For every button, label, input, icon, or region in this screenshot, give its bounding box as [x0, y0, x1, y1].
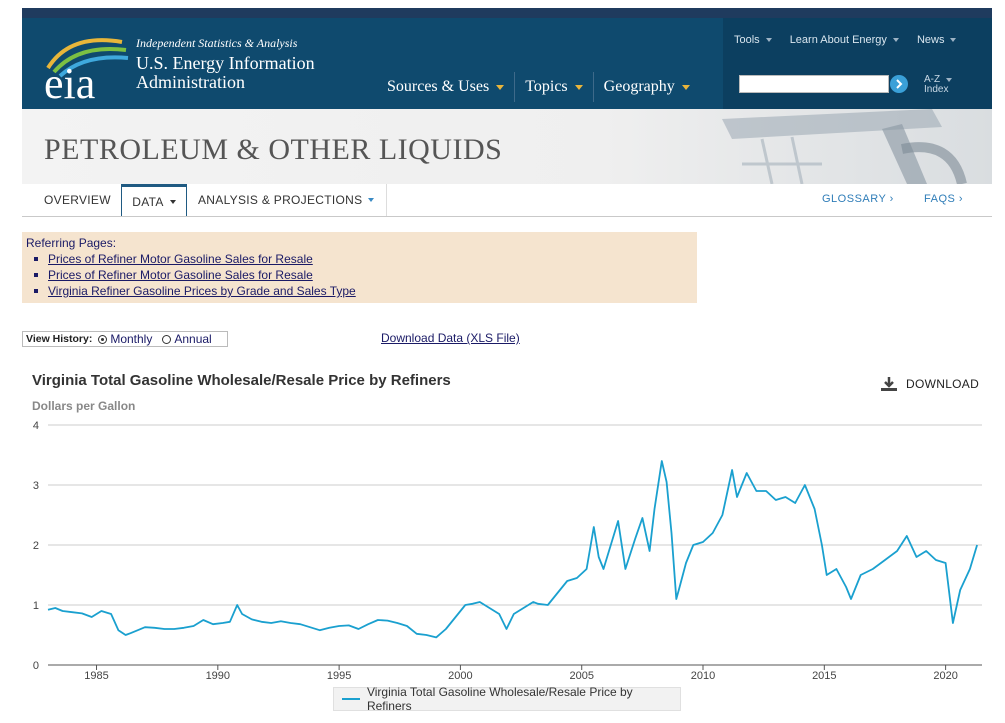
az-index-link[interactable]: A-Z Index — [924, 74, 953, 95]
chart-download-button[interactable]: DOWNLOAD — [880, 376, 979, 392]
util-learn-label: Learn About Energy — [789, 34, 887, 46]
az-label: A-Z — [924, 74, 941, 85]
site-header: eia Independent Statistics & Analysis U.… — [22, 18, 992, 109]
index-label: Index — [924, 84, 949, 95]
radio-annual-label: Annual — [174, 332, 212, 346]
tab-overview[interactable]: OVERVIEW — [32, 184, 123, 216]
x-tick-label: 1990 — [206, 670, 230, 682]
radio-annual[interactable]: Annual — [162, 332, 212, 346]
list-item: Virginia Refiner Gasoline Prices by Grad… — [34, 283, 356, 299]
x-tick-label: 2010 — [691, 670, 715, 682]
nav-sources-uses-label: Sources & Uses — [387, 78, 490, 95]
top-accent-bar — [22, 8, 992, 18]
x-tick-label: 2015 — [812, 670, 836, 682]
faqs-link[interactable]: FAQS › — [924, 193, 964, 205]
chevron-down-icon — [169, 199, 176, 204]
y-tick-label: 2 — [33, 540, 39, 552]
util-news[interactable]: News — [917, 34, 957, 46]
y-tick-label: 1 — [33, 600, 39, 612]
eia-logo[interactable]: eia — [40, 28, 150, 103]
util-tools-label: Tools — [734, 34, 760, 46]
referring-link[interactable]: Prices of Refiner Motor Gasoline Sales f… — [48, 268, 313, 282]
x-tick-label: 2020 — [933, 670, 957, 682]
download-icon — [881, 377, 897, 391]
logo-text: eia — [44, 59, 95, 103]
radio-unselected-icon — [162, 334, 172, 344]
list-item: Prices of Refiner Motor Gasoline Sales f… — [34, 251, 356, 267]
tab-overview-label: OVERVIEW — [44, 193, 111, 207]
y-tick-label: 3 — [33, 480, 39, 492]
chevron-down-icon — [574, 84, 583, 90]
referring-link[interactable]: Prices of Refiner Motor Gasoline Sales f… — [48, 252, 313, 266]
radio-monthly-label: Monthly — [110, 332, 153, 346]
tab-data[interactable]: DATA — [121, 184, 187, 216]
org-name[interactable]: U.S. Energy Information Administration — [136, 53, 315, 92]
x-tick-label: 1985 — [84, 670, 108, 682]
x-tick-label: 1995 — [327, 670, 351, 682]
chart-legend[interactable]: Virginia Total Gasoline Wholesale/Resale… — [333, 685, 681, 713]
bullet-icon — [34, 273, 38, 277]
radio-selected-icon — [98, 334, 108, 344]
chevron-down-icon — [496, 84, 505, 90]
referring-link[interactable]: Virginia Refiner Gasoline Prices by Grad… — [48, 284, 356, 298]
chart-subtitle: Dollars per Gallon — [32, 399, 136, 413]
search-go-button[interactable] — [890, 75, 908, 93]
chevron-down-icon — [892, 38, 899, 42]
nav-topics[interactable]: Topics — [515, 72, 594, 102]
search-input[interactable] — [739, 75, 889, 93]
download-xls-link[interactable]: Download Data (XLS File) — [381, 331, 520, 345]
chart-title: Virginia Total Gasoline Wholesale/Resale… — [32, 372, 451, 389]
section-subnav: OVERVIEW DATA ANALYSIS & PROJECTIONS GLO… — [22, 184, 992, 217]
list-item: Prices of Refiner Motor Gasoline Sales f… — [34, 267, 356, 283]
referring-pages-title: Referring Pages: — [26, 236, 117, 250]
utility-nav: Tools Learn About Energy News — [734, 34, 974, 46]
series-line — [47, 460, 978, 639]
referring-pages-list: Prices of Refiner Motor Gasoline Sales f… — [34, 251, 356, 299]
page-title: PETROLEUM & OTHER LIQUIDS — [44, 133, 503, 166]
referring-pages-box: Referring Pages: Prices of Refiner Motor… — [22, 232, 697, 303]
chevron-down-icon — [368, 198, 375, 202]
tab-analysis-projections[interactable]: ANALYSIS & PROJECTIONS — [186, 184, 388, 216]
nav-topics-label: Topics — [525, 78, 568, 95]
legend-swatch — [342, 698, 360, 700]
y-tick-label: 0 — [33, 660, 39, 672]
line-chart: 0 1 2 3 4 1985 1990 1995 2000 2005 2010 2015 2020 — [33, 420, 982, 682]
chart-download-label: DOWNLOAD — [906, 377, 980, 391]
chevron-down-icon — [681, 84, 690, 90]
radio-monthly[interactable]: Monthly — [98, 332, 152, 346]
bullet-icon — [34, 257, 38, 261]
util-tools[interactable]: Tools — [734, 34, 772, 46]
tab-analysis-label: ANALYSIS & PROJECTIONS — [198, 193, 363, 207]
section-banner: PETROLEUM & OTHER LIQUIDS — [22, 109, 992, 184]
oil-pump-illustration — [722, 109, 967, 184]
x-tick-label: 2005 — [569, 670, 593, 682]
view-history-label: View History: — [26, 333, 93, 345]
arrow-right-icon — [896, 79, 903, 89]
chevron-down-icon — [950, 38, 957, 42]
nav-sources-uses[interactable]: Sources & Uses — [377, 72, 516, 102]
view-history-toggle: View History: Monthly Annual — [22, 331, 228, 347]
nav-geography[interactable]: Geography — [594, 72, 700, 102]
bullet-icon — [34, 289, 38, 293]
tagline: Independent Statistics & Analysis — [136, 36, 298, 50]
chevron-down-icon — [946, 78, 953, 82]
header-utility-panel — [723, 18, 992, 109]
chevron-down-icon — [765, 38, 772, 42]
legend-label: Virginia Total Gasoline Wholesale/Resale… — [366, 685, 633, 713]
util-learn-about-energy[interactable]: Learn About Energy — [790, 34, 899, 46]
main-nav: Sources & Uses Topics Geography — [377, 72, 700, 102]
nav-geography-label: Geography — [603, 78, 675, 95]
y-tick-label: 4 — [33, 420, 39, 432]
x-tick-label: 2000 — [448, 670, 472, 682]
tab-data-label: DATA — [132, 194, 164, 209]
glossary-link[interactable]: GLOSSARY › — [822, 193, 894, 205]
util-news-label: News — [916, 34, 945, 46]
